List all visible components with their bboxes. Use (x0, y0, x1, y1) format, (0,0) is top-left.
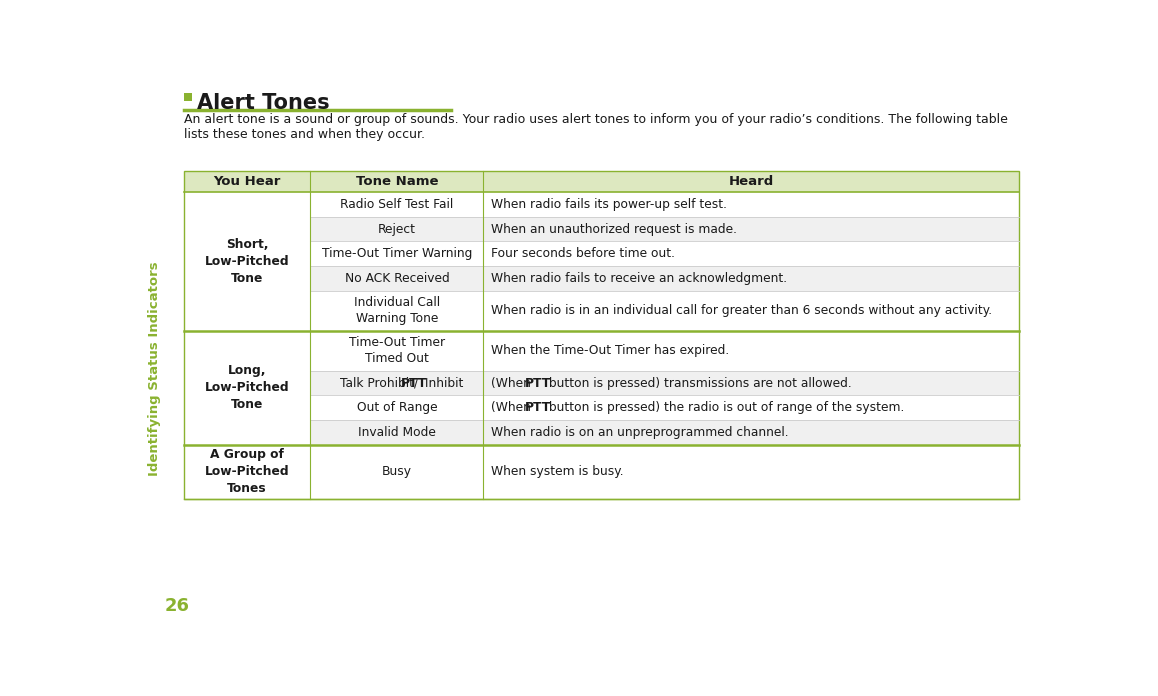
Text: Individual Call
Warning Tone: Individual Call Warning Tone (354, 296, 440, 325)
Text: button is pressed) transmissions are not allowed.: button is pressed) transmissions are not… (545, 377, 852, 390)
Text: A Group of
Low-Pitched
Tones: A Group of Low-Pitched Tones (205, 448, 290, 495)
Text: Short,
Low-Pitched
Tone: Short, Low-Pitched Tone (205, 238, 290, 285)
Bar (310, 216, 1019, 242)
Bar (183, 171, 1019, 498)
Bar (310, 395, 1019, 420)
Text: button is pressed) the radio is out of range of the system.: button is pressed) the radio is out of r… (545, 401, 904, 414)
Text: (When: (When (491, 401, 535, 414)
Text: When radio fails its power-up self test.: When radio fails its power-up self test. (491, 198, 727, 211)
Text: Identifying Status Indicators: Identifying Status Indicators (148, 261, 161, 476)
Bar (310, 331, 1019, 371)
Bar (183, 93, 192, 101)
Text: Four seconds before time out.: Four seconds before time out. (491, 247, 675, 260)
Text: PTT: PTT (525, 401, 551, 414)
Text: Invalid Mode: Invalid Mode (358, 426, 435, 439)
Text: An alert tone is a sound or group of sounds. Your radio uses alert tones to info: An alert tone is a sound or group of sou… (183, 113, 1007, 141)
Bar (310, 266, 1019, 291)
Bar (310, 242, 1019, 266)
Text: You Hear: You Hear (213, 175, 280, 188)
Text: Out of Range: Out of Range (357, 401, 438, 414)
Text: Alert Tones: Alert Tones (198, 93, 330, 113)
Text: Time-Out Timer
Timed Out: Time-Out Timer Timed Out (349, 336, 445, 365)
Text: Time-Out Timer Warning: Time-Out Timer Warning (322, 247, 472, 260)
Text: When an unauthorized request is made.: When an unauthorized request is made. (491, 223, 738, 235)
Text: Reject: Reject (378, 223, 416, 235)
Bar (310, 192, 1019, 216)
Bar (310, 420, 1019, 445)
Text: When radio fails to receive an acknowledgment.: When radio fails to receive an acknowled… (491, 272, 787, 285)
Text: No ACK Received: No ACK Received (345, 272, 449, 285)
Text: PTT: PTT (525, 377, 551, 390)
Bar (183, 445, 310, 498)
Text: When the Time-Out Timer has expired.: When the Time-Out Timer has expired. (491, 345, 730, 357)
Bar (310, 371, 1019, 395)
Text: Heard: Heard (728, 175, 774, 188)
Bar (310, 291, 1019, 331)
Text: Radio Self Test Fail: Radio Self Test Fail (340, 198, 454, 211)
Text: Talk Prohibit/: Talk Prohibit/ (340, 377, 418, 390)
Bar (183, 331, 310, 445)
Text: Long,
Low-Pitched
Tone: Long, Low-Pitched Tone (205, 364, 290, 411)
Text: 26: 26 (164, 596, 190, 615)
Bar (183, 192, 310, 331)
Text: When system is busy.: When system is busy. (491, 465, 624, 478)
Text: PTT: PTT (401, 377, 427, 390)
Bar (310, 445, 1019, 498)
Bar (183, 171, 1019, 192)
Text: (When: (When (491, 377, 535, 390)
Text: Tone Name: Tone Name (356, 175, 438, 188)
Text: Busy: Busy (382, 465, 412, 478)
Text: When radio is on an unpreprogrammed channel.: When radio is on an unpreprogrammed chan… (491, 426, 789, 439)
Text: Inhibit: Inhibit (422, 377, 463, 390)
Text: When radio is in an individual call for greater than 6 seconds without any activ: When radio is in an individual call for … (491, 304, 992, 317)
